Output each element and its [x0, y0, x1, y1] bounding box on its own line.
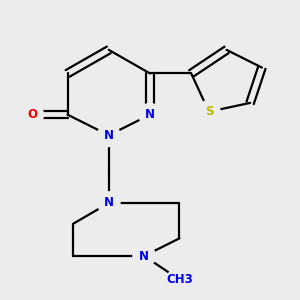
- Circle shape: [167, 267, 192, 292]
- Circle shape: [21, 103, 44, 126]
- Circle shape: [133, 245, 155, 267]
- Text: CH3: CH3: [166, 273, 193, 286]
- Circle shape: [98, 124, 120, 146]
- Circle shape: [139, 103, 161, 126]
- Text: N: N: [104, 129, 114, 142]
- Circle shape: [198, 100, 220, 123]
- Text: O: O: [27, 108, 37, 121]
- Text: N: N: [145, 108, 155, 121]
- Text: S: S: [205, 105, 213, 118]
- Text: N: N: [104, 196, 114, 209]
- Text: N: N: [139, 250, 149, 262]
- Circle shape: [98, 192, 120, 214]
